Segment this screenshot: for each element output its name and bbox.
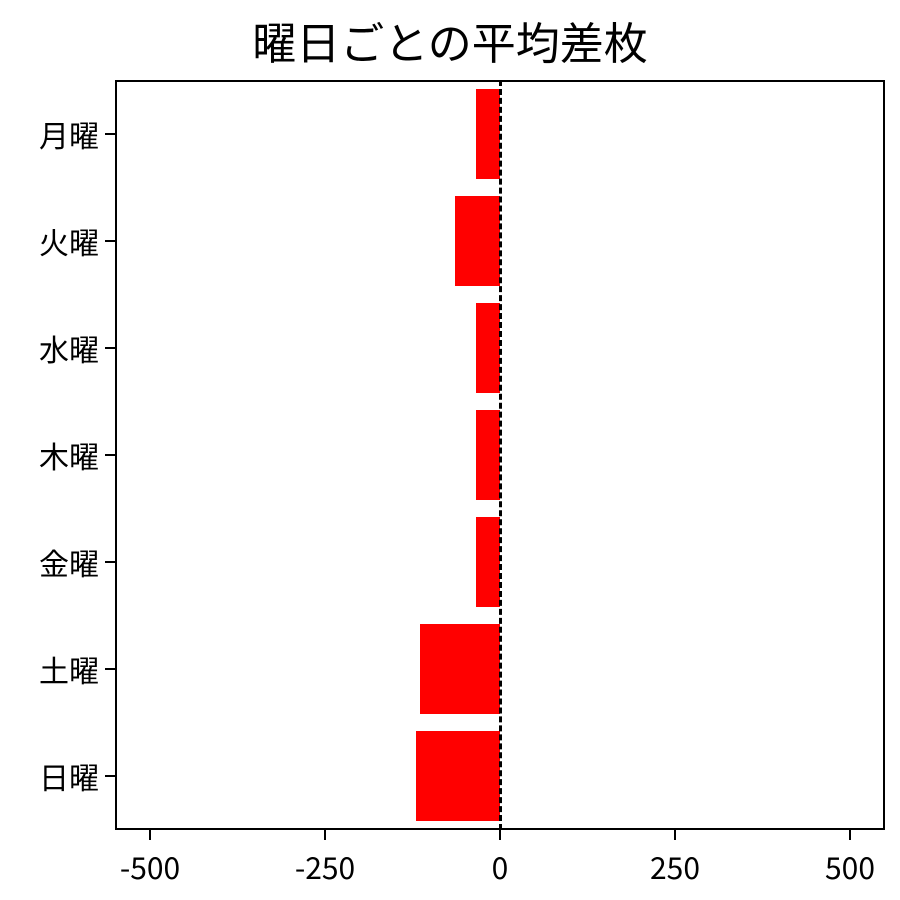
x-tick-label: -250 — [295, 844, 355, 888]
x-tick-label: 500 — [825, 844, 875, 888]
y-tick-label: 日曜 — [39, 754, 99, 798]
bar — [416, 731, 500, 821]
y-tick-mark — [105, 775, 115, 777]
bar — [476, 410, 501, 500]
bar — [455, 196, 501, 286]
x-tick-mark — [324, 830, 326, 840]
y-tick-mark — [105, 668, 115, 670]
x-tick-mark — [149, 830, 151, 840]
y-tick-label: 土曜 — [39, 647, 99, 691]
y-tick-mark — [105, 454, 115, 456]
y-tick-mark — [105, 561, 115, 563]
y-tick-mark — [105, 347, 115, 349]
y-tick-label: 火曜 — [39, 219, 99, 263]
y-tick-label: 月曜 — [39, 112, 99, 156]
y-tick-label: 金曜 — [39, 540, 99, 584]
bar — [476, 303, 501, 393]
x-tick-mark — [674, 830, 676, 840]
y-tick-label: 水曜 — [39, 326, 99, 370]
y-tick-mark — [105, 240, 115, 242]
y-tick-mark — [105, 133, 115, 135]
chart-title: 曜日ごとの平均差枚 — [0, 8, 900, 72]
x-tick-label: 0 — [492, 844, 509, 888]
x-tick-mark — [499, 830, 501, 840]
bar — [476, 89, 501, 179]
y-tick-label: 木曜 — [39, 433, 99, 477]
chart-container: 曜日ごとの平均差枚 月曜火曜水曜木曜金曜土曜日曜 -500 -250 0 250 500 — [0, 0, 900, 900]
x-tick-mark — [849, 830, 851, 840]
x-tick-label: 250 — [650, 844, 700, 888]
zero-reference-line — [499, 80, 502, 830]
bar — [420, 624, 501, 714]
bar — [476, 517, 501, 607]
x-tick-label: -500 — [120, 844, 180, 888]
